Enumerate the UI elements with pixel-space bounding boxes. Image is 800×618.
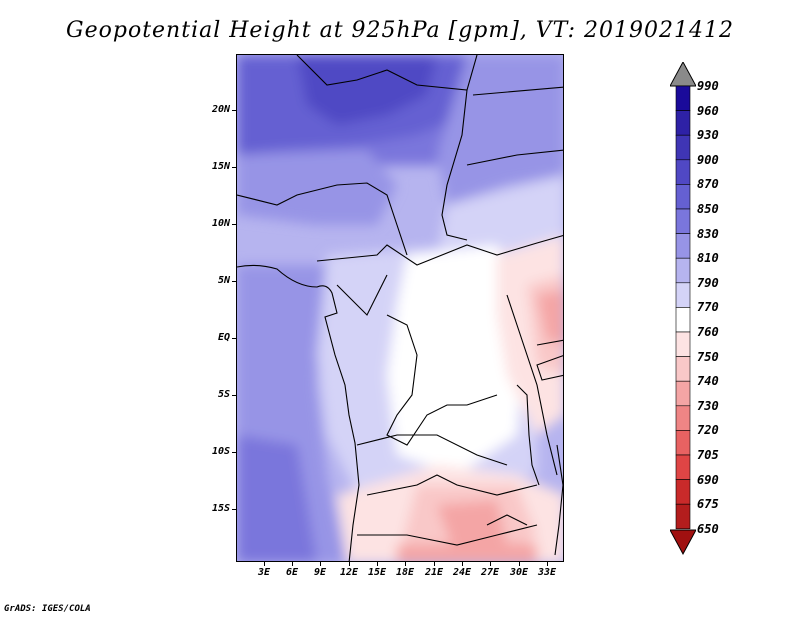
lat-tick <box>232 509 236 510</box>
colorbar-label-810: 810 <box>697 251 719 265</box>
colorbar-label-870: 870 <box>697 177 719 191</box>
colorbar-swatch <box>675 503 691 530</box>
colorbar-swatch <box>675 134 691 161</box>
lat-label-eq: EQ <box>217 332 230 343</box>
colorbar-swatch <box>675 233 691 259</box>
lat-label-20n: 20N <box>211 104 230 115</box>
colorbar-swatch <box>675 356 691 382</box>
colorbar-label-900: 900 <box>697 153 719 167</box>
lon-label-21e: 21E <box>424 567 444 578</box>
lat-tick <box>232 395 236 396</box>
lon-tick <box>264 562 265 566</box>
lat-label-15n: 15N <box>211 161 230 172</box>
colorbar-label-730: 730 <box>697 399 719 413</box>
colorbar-label-850: 850 <box>697 202 719 216</box>
colorbar-swatch <box>675 208 691 234</box>
chart-title: Geopotential Height at 925hPa [gpm], VT:… <box>66 18 734 43</box>
colorbar-swatch <box>675 479 691 505</box>
colorbar-swatch <box>675 257 691 284</box>
colorbar-label-705: 705 <box>697 448 719 462</box>
colorbar-swatch <box>675 405 691 431</box>
lon-label-27e: 27E <box>480 567 500 578</box>
colorbar-label-740: 740 <box>697 374 719 388</box>
lon-label-33e: 33E <box>537 567 557 578</box>
colorbar <box>670 62 696 556</box>
colorbar-label-770: 770 <box>697 300 719 314</box>
grads-credit: GrADS: IGES/COLA <box>4 604 91 614</box>
colorbar-label-650: 650 <box>697 522 719 536</box>
colorbar-top-arrow <box>670 62 696 87</box>
colorbar-label-760: 760 <box>697 325 719 339</box>
lon-label-6e: 6E <box>285 567 299 578</box>
lon-tick <box>320 562 321 566</box>
colorbar-label-690: 690 <box>697 473 719 487</box>
lon-label-24e: 24E <box>452 567 472 578</box>
lat-tick <box>232 452 236 453</box>
colorbar-swatch <box>675 430 691 456</box>
lon-label-30e: 30E <box>509 567 529 578</box>
lon-tick <box>490 562 491 566</box>
colorbar-label-790: 790 <box>697 276 719 290</box>
colorbar-swatch <box>675 282 691 308</box>
lat-label-10n: 10N <box>211 218 230 229</box>
lon-label-9e: 9E <box>313 567 327 578</box>
lon-label-15e: 15E <box>367 567 387 578</box>
colorbar-swatch <box>675 159 691 185</box>
lon-tick <box>434 562 435 566</box>
colorbar-label-750: 750 <box>697 350 719 364</box>
lon-tick <box>292 562 293 566</box>
lat-tick <box>232 281 236 282</box>
lon-tick <box>519 562 520 566</box>
colorbar-swatch <box>675 454 691 480</box>
lat-tick <box>232 167 236 168</box>
colorbar-swatch <box>675 331 691 357</box>
colorbar-label-990: 990 <box>697 79 719 93</box>
lon-tick <box>377 562 378 566</box>
colorbar-swatch <box>675 380 691 407</box>
colorbar-label-960: 960 <box>697 104 719 118</box>
lat-label-5s: 5S <box>217 389 230 400</box>
map-panel <box>236 54 564 562</box>
colorbar-swatch <box>675 307 691 333</box>
colorbar-label-830: 830 <box>697 227 719 241</box>
lon-tick <box>349 562 350 566</box>
colorbar-label-930: 930 <box>697 128 719 142</box>
lon-label-18e: 18E <box>395 567 415 578</box>
colorbar-swatch <box>675 110 691 136</box>
colorbar-label-675: 675 <box>697 497 719 511</box>
colorbar-label-720: 720 <box>697 423 719 437</box>
colorbar-swatch <box>675 184 691 210</box>
lat-label-15s: 15S <box>211 503 230 514</box>
colorbar-bottom-arrow <box>670 529 696 556</box>
geopotential-map <box>237 55 563 561</box>
lat-label-5n: 5N <box>217 275 230 286</box>
lon-label-3e: 3E <box>257 567 271 578</box>
lon-tick <box>547 562 548 566</box>
lon-tick <box>405 562 406 566</box>
lat-label-10s: 10S <box>211 446 230 457</box>
lon-label-12e: 12E <box>339 567 359 578</box>
lon-tick <box>462 562 463 566</box>
lat-tick <box>232 110 236 111</box>
lat-tick <box>232 338 236 339</box>
lat-tick <box>232 224 236 225</box>
colorbar-swatch <box>675 85 691 111</box>
